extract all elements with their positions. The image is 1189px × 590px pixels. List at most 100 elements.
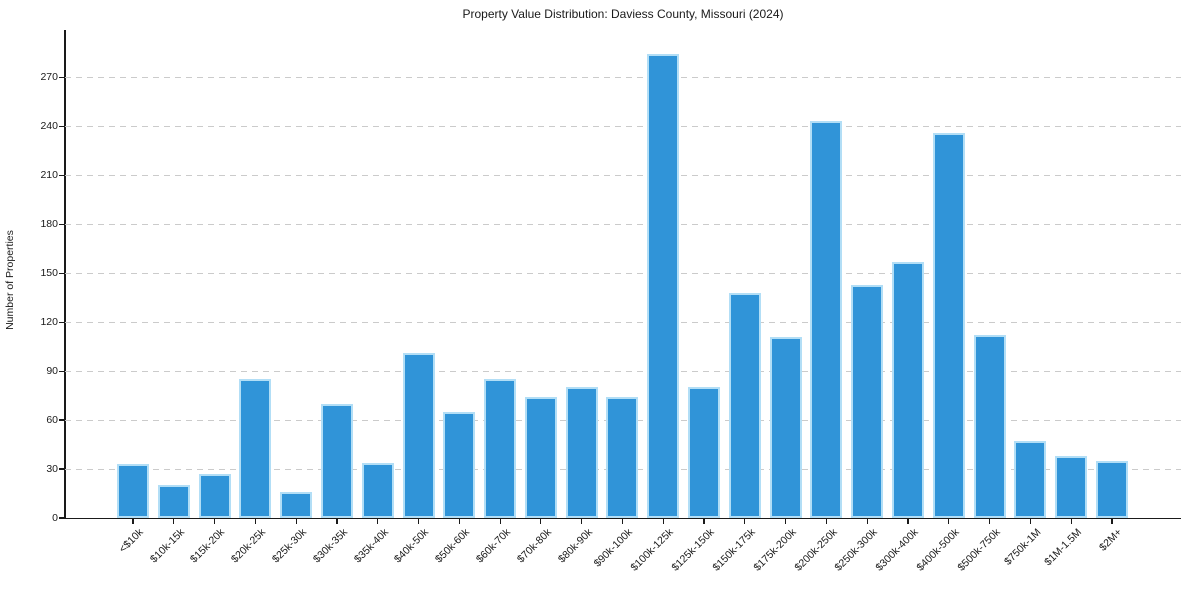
x-tick-mark [254,519,256,524]
x-axis-spine [64,517,1181,519]
y-tick-mark [59,76,64,78]
bar [1095,460,1128,518]
x-tick-mark [907,519,909,524]
x-tick-mark [417,519,420,524]
x-tick-mark [988,519,991,524]
y-tick-mark [59,272,64,274]
x-tick-mark [336,519,338,524]
x-tick-mark [948,519,950,524]
y-tick-label: 270 [40,71,58,84]
x-tick-label: <$10k [116,526,146,556]
chart-title: Property Value Distribution: Daviess Cou… [462,7,784,21]
x-tick-mark [744,519,746,524]
y-gridline [65,223,1181,225]
x-tick-mark [132,519,134,524]
x-tick-mark [1111,519,1113,524]
bar [932,132,965,518]
x-tick-label: $50k-60k [433,526,473,566]
x-tick-label: $300k-400k [873,526,921,574]
x-tick-label: $35k-40k [351,526,391,566]
x-tick-label: $500k-750k [955,526,1003,574]
y-gridline [65,125,1181,127]
y-tick-label: 210 [40,169,58,182]
y-tick-mark [59,419,64,421]
x-tick-mark [703,519,705,524]
x-tick-label: $2M+ [1097,526,1125,554]
y-gridline [65,370,1181,372]
x-tick-mark [213,519,216,524]
y-tick-mark [59,370,64,372]
x-tick-label: $175k-200k [751,526,799,574]
bar [117,464,149,518]
bar [157,485,190,518]
y-gridline [65,321,1181,323]
y-tick-mark [59,321,64,323]
y-tick-mark [59,125,64,127]
y-tick-label: 30 [46,463,58,476]
x-tick-label: $400k-500k [914,526,962,574]
x-tick-mark [295,519,297,524]
y-tick-mark [59,517,64,519]
x-tick-mark [173,519,175,524]
x-tick-label: $250k-300k [832,526,881,574]
x-tick-mark [458,519,460,524]
bar [810,121,843,518]
bar [443,411,476,518]
bar [320,403,353,518]
x-tick-label: $80k-90k [555,526,595,566]
y-tick-label: 0 [52,512,58,524]
y-gridline [65,272,1181,274]
x-tick-mark [785,519,787,524]
y-tick-label: 120 [40,316,58,329]
bar [1055,455,1088,518]
bar [565,387,598,518]
bar [647,54,680,518]
bar [606,397,639,518]
x-tick-mark [540,519,542,524]
y-tick-label: 180 [40,218,58,231]
y-gridline [65,76,1181,78]
x-tick-label: $15k-20k [188,526,228,566]
x-tick-label: $150k-175k [710,526,758,574]
x-tick-mark [1070,519,1072,524]
x-tick-mark [662,519,664,524]
x-tick-label: $30k-35k [310,526,350,566]
x-tick-label: $20k-25k [229,526,269,566]
x-tick-label: $10k-15k [147,526,187,566]
bar [402,353,435,518]
bar [728,292,761,518]
x-tick-label: $70k-80k [514,526,554,566]
x-tick-mark [1029,519,1031,524]
x-tick-label: $40k-50k [392,526,432,566]
x-tick-label: $25k-30k [269,526,309,566]
bar [688,387,721,518]
x-tick-mark [825,519,828,524]
x-tick-label: $100k-125k [628,526,677,574]
bar [973,335,1006,518]
y-tick-label: 240 [40,120,58,133]
y-tick-mark [59,174,64,176]
x-tick-label: $750k-1M [1001,526,1044,568]
bar [280,491,313,518]
x-tick-mark [377,519,379,524]
x-tick-label: $60k-70k [473,526,513,566]
bar [1014,441,1047,518]
y-tick-mark [59,468,64,470]
y-axis-spine [64,30,66,518]
bar [361,462,394,518]
bar [892,261,924,518]
x-tick-mark [866,519,868,524]
bar [239,379,272,518]
x-tick-mark [499,519,501,524]
x-tick-label: $1M-1.5M [1042,526,1084,569]
bar [198,473,231,518]
x-tick-mark [581,519,583,524]
y-tick-label: 90 [46,365,58,378]
bar [484,379,517,518]
bar [769,336,802,518]
bar [524,397,557,518]
y-gridline [65,174,1181,176]
x-tick-label: $125k-150k [669,526,717,574]
